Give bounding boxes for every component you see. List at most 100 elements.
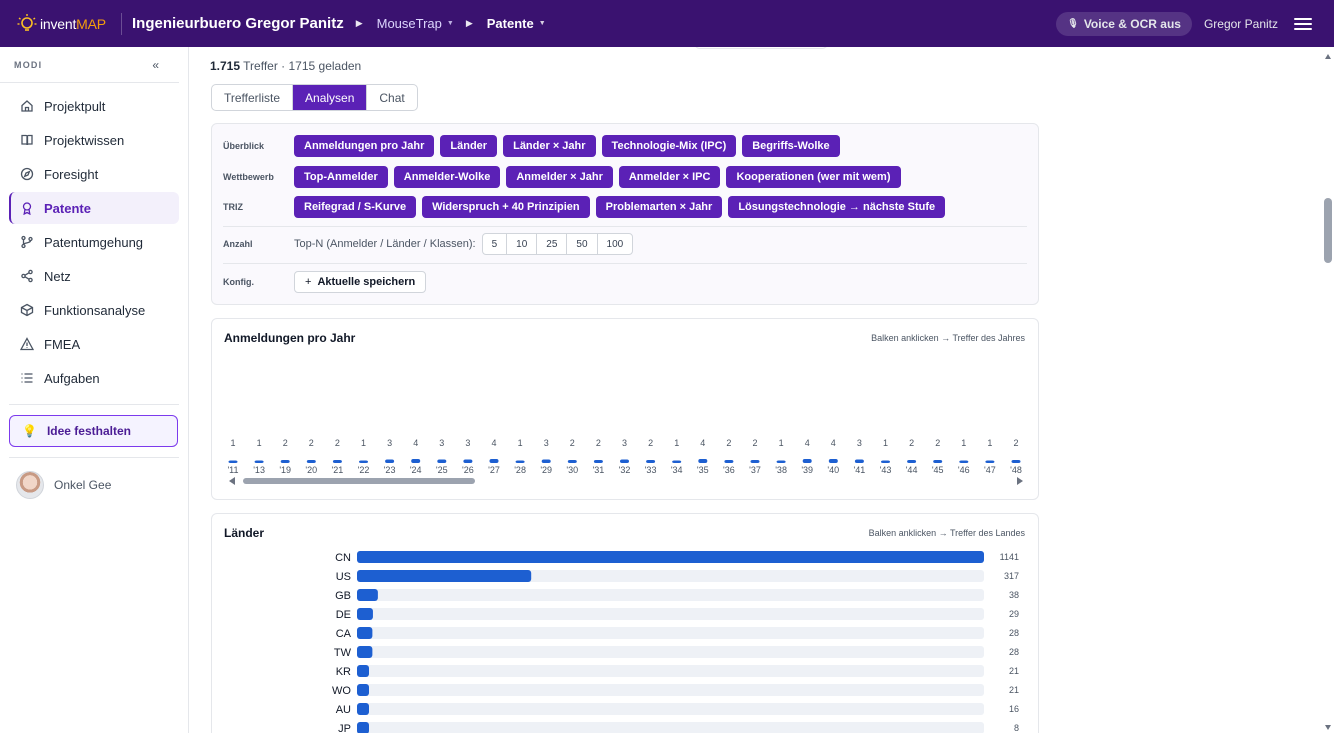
country-bar[interactable]: [357, 570, 532, 582]
year-bar[interactable]: [1011, 460, 1021, 463]
bar-track[interactable]: [357, 684, 984, 696]
year-bar[interactable]: [306, 460, 316, 463]
year-bar[interactable]: [567, 460, 577, 463]
bar-value-label: 2: [935, 438, 940, 448]
chip-laender[interactable]: Länder: [440, 135, 498, 157]
sidebar-item-projektpult[interactable]: Projektpult: [9, 90, 179, 122]
tab-trefferliste[interactable]: Trefferliste: [212, 85, 294, 110]
sidebar-item-aufgaben[interactable]: Aufgaben: [9, 362, 179, 394]
bar-track[interactable]: [357, 665, 984, 677]
topn-option-5[interactable]: 5: [483, 234, 508, 254]
year-bar[interactable]: [985, 460, 995, 464]
chip-anmelder-x-ipc[interactable]: Anmelder × IPC: [618, 166, 721, 188]
year-bar[interactable]: [672, 460, 682, 464]
chip-anmeldungen-pro-jahr[interactable]: Anmeldungen pro Jahr: [294, 135, 435, 157]
bar-track[interactable]: [357, 627, 984, 639]
bar-track[interactable]: [357, 703, 984, 715]
sidebar-item-netz[interactable]: Netz: [9, 260, 179, 292]
scroll-up-icon[interactable]: [1325, 54, 1331, 59]
topn-option-25[interactable]: 25: [537, 234, 568, 254]
year-bar[interactable]: [828, 459, 838, 463]
year-bar[interactable]: [463, 459, 473, 464]
collapse-sidebar-icon[interactable]: «: [152, 57, 159, 72]
year-bar[interactable]: [907, 460, 917, 463]
year-bar[interactable]: [750, 460, 760, 463]
year-bar[interactable]: [881, 460, 890, 464]
topn-option-50[interactable]: 50: [567, 234, 598, 254]
scroll-right-icon[interactable]: [1017, 477, 1023, 485]
year-bar[interactable]: [959, 460, 969, 464]
year-bar[interactable]: [620, 459, 629, 464]
sidebar-item-patentumgehung[interactable]: Patentumgehung: [9, 226, 179, 258]
country-bar[interactable]: [357, 608, 373, 620]
year-bar[interactable]: [359, 460, 368, 464]
sidebar-item-fmea[interactable]: FMEA: [9, 328, 179, 360]
country-bar[interactable]: [357, 684, 369, 696]
chip-kooperationen[interactable]: Kooperationen (wer mit wem): [726, 166, 901, 188]
country-bar[interactable]: [357, 646, 373, 658]
year-bar[interactable]: [489, 459, 499, 463]
topn-option-100[interactable]: 100: [606, 238, 624, 250]
year-bar[interactable]: [385, 459, 395, 464]
chip-anmelder-wolke[interactable]: Anmelder-Wolke: [393, 166, 501, 188]
chip-begriffs-wolke[interactable]: Begriffs-Wolke: [742, 135, 840, 157]
topn-option-10[interactable]: 10: [507, 234, 538, 254]
year-bar[interactable]: [280, 460, 290, 463]
sidebar-item-funktionsanalyse[interactable]: Funktionsanalyse: [9, 294, 179, 326]
sidebar-item-foresight[interactable]: Foresight: [9, 158, 179, 190]
scrollbar-thumb[interactable]: [243, 478, 475, 484]
country-bar[interactable]: [357, 722, 369, 733]
country-bar[interactable]: [357, 589, 378, 601]
scrollbar-thumb[interactable]: [1324, 198, 1332, 263]
sidebar-item-projektwissen[interactable]: Projektwissen: [9, 124, 179, 156]
chip-reifegrad[interactable]: Reifegrad / S-Kurve: [294, 196, 417, 218]
bar-track[interactable]: [357, 608, 984, 620]
year-bar[interactable]: [646, 460, 656, 463]
year-bar[interactable]: [933, 460, 943, 463]
page-scrollbar[interactable]: [1322, 47, 1334, 733]
organization-name[interactable]: Ingenieurbuero Gregor Panitz: [132, 15, 344, 32]
chip-laender-x-jahr[interactable]: Länder × Jahr: [503, 135, 596, 157]
year-bar[interactable]: [724, 460, 734, 463]
user-menu[interactable]: Gregor Panitz: [1203, 16, 1278, 31]
year-bar[interactable]: [437, 459, 447, 464]
scroll-left-icon[interactable]: [229, 477, 235, 485]
chart-horizontal-scrollbar[interactable]: [227, 476, 1025, 486]
bar-track[interactable]: [357, 722, 984, 733]
year-bar[interactable]: [228, 460, 238, 464]
country-bar[interactable]: [357, 551, 984, 563]
save-config-button[interactable]: + Aktuelle speichern: [294, 271, 427, 293]
chip-problemarten[interactable]: Problemarten × Jahr: [595, 196, 723, 218]
breadcrumb-module[interactable]: Patente ▼: [487, 16, 546, 31]
year-bar[interactable]: [541, 459, 551, 464]
hamburger-menu-icon[interactable]: [1294, 17, 1312, 30]
tab-analysen[interactable]: Analysen: [293, 85, 368, 110]
year-bar[interactable]: [254, 460, 264, 464]
voice-ocr-toggle[interactable]: 🎙 Voice & OCR aus: [1056, 11, 1192, 36]
bar-track[interactable]: [357, 589, 984, 601]
tab-chat[interactable]: Chat: [379, 90, 405, 105]
sidebar-item-patente[interactable]: Patente: [9, 192, 179, 224]
year-bar[interactable]: [776, 460, 786, 464]
chip-widerspruch[interactable]: Widerspruch + 40 Prinzipien: [422, 196, 590, 218]
app-logo[interactable]: inventMAP: [16, 13, 119, 35]
bar-track[interactable]: [357, 646, 984, 658]
year-bar[interactable]: [854, 459, 864, 464]
year-bar[interactable]: [698, 459, 708, 463]
chip-anmelder-x-jahr[interactable]: Anmelder × Jahr: [506, 166, 613, 188]
country-bar[interactable]: [357, 703, 369, 715]
year-bar[interactable]: [332, 460, 342, 463]
chip-technologie-mix[interactable]: Technologie-Mix (IPC): [601, 135, 737, 157]
chip-loesungstechnologie[interactable]: Lösungstechnologie → nächste Stufe: [728, 196, 946, 218]
country-bar[interactable]: [357, 665, 369, 677]
breadcrumb-project[interactable]: MouseTrap ▼: [377, 16, 454, 31]
year-bar[interactable]: [411, 459, 421, 463]
year-bar[interactable]: [593, 460, 603, 463]
year-bar[interactable]: [802, 459, 812, 463]
idea-capture-button[interactable]: 💡 Idee festhalten: [9, 415, 178, 447]
country-bar[interactable]: [357, 627, 373, 639]
chip-top-anmelder[interactable]: Top-Anmelder: [294, 166, 388, 188]
sidebar-user[interactable]: Onkel Gee: [0, 468, 188, 502]
year-bar[interactable]: [515, 460, 525, 464]
scroll-down-icon[interactable]: [1325, 725, 1331, 730]
